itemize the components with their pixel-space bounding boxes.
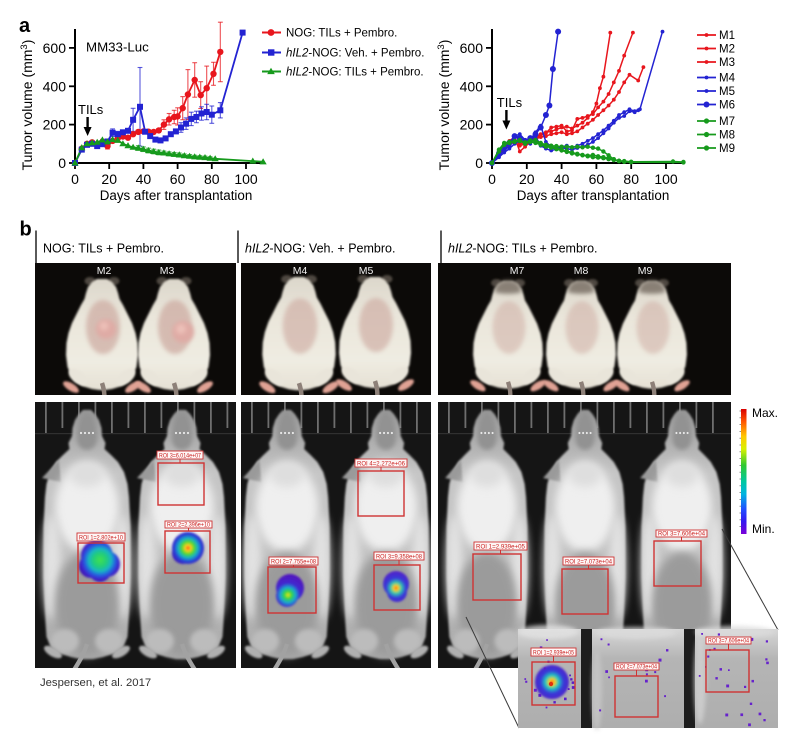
svg-text:0: 0	[475, 155, 483, 171]
svg-text:M2: M2	[97, 265, 112, 277]
svg-text:20: 20	[101, 171, 117, 187]
svg-text:hIL2-NOG: Veh. + Pembro.: hIL2-NOG: Veh. + Pembro.	[245, 242, 395, 256]
svg-text:40: 40	[136, 171, 152, 187]
svg-text:0: 0	[71, 171, 79, 187]
svg-text:MM33-Luc: MM33-Luc	[86, 40, 149, 55]
svg-text:ROI 2=2.396e+10: ROI 2=2.396e+10	[167, 523, 211, 529]
svg-text:0: 0	[58, 155, 66, 171]
svg-text:ROI 3=7.606e+04: ROI 3=7.606e+04	[658, 532, 706, 538]
svg-text:M5: M5	[359, 265, 374, 277]
svg-text:600: 600	[460, 40, 484, 56]
svg-text:Tumor volume (mm3): Tumor volume (mm3)	[436, 40, 452, 171]
svg-text:80: 80	[204, 171, 220, 187]
svg-text:hIL2-NOG: TILs + Pembro.: hIL2-NOG: TILs + Pembro.	[286, 67, 424, 79]
svg-text:400: 400	[460, 78, 484, 94]
svg-text:Days after transplantation: Days after transplantation	[517, 188, 670, 203]
svg-text:M5: M5	[719, 86, 735, 98]
svg-text:M7: M7	[510, 265, 525, 277]
svg-text:100: 100	[654, 171, 678, 187]
svg-text:ROI 2=7.073e+04: ROI 2=7.073e+04	[616, 665, 658, 671]
svg-text:ROI 1=2.939e+05: ROI 1=2.939e+05	[476, 545, 526, 551]
svg-text:0: 0	[488, 171, 496, 187]
svg-text:Tumor volume (mm3): Tumor volume (mm3)	[19, 40, 35, 171]
svg-text:M1: M1	[719, 30, 735, 42]
svg-text:M9: M9	[638, 265, 653, 277]
svg-text:200: 200	[43, 117, 67, 133]
svg-text:Jespersen, et al. 2017: Jespersen, et al. 2017	[40, 677, 151, 689]
svg-text:M8: M8	[719, 130, 735, 142]
svg-text:TILs: TILs	[78, 102, 104, 117]
svg-text:b: b	[20, 220, 32, 241]
svg-text:ROI 2=7.073e+04: ROI 2=7.073e+04	[565, 560, 613, 566]
svg-text:100: 100	[234, 171, 258, 187]
svg-text:Days after transplantation: Days after transplantation	[100, 188, 253, 203]
svg-text:M9: M9	[719, 143, 735, 155]
svg-text:M4: M4	[719, 73, 736, 85]
svg-text:ROI 1=2.939e+05: ROI 1=2.939e+05	[533, 651, 575, 657]
svg-text:M7: M7	[719, 116, 735, 128]
svg-text:M8: M8	[574, 265, 589, 277]
svg-text:ROI 3=6.014e+07: ROI 3=6.014e+07	[159, 454, 202, 460]
svg-text:600: 600	[43, 40, 67, 56]
svg-text:a: a	[19, 15, 31, 37]
svg-text:Min.: Min.	[752, 522, 775, 536]
svg-text:M6: M6	[719, 100, 735, 112]
svg-text:NOG: TILs + Pembro.: NOG: TILs + Pembro.	[286, 28, 397, 40]
svg-text:200: 200	[460, 117, 484, 133]
svg-text:ROI 2=7.755e+08: ROI 2=7.755e+08	[271, 560, 317, 566]
svg-text:NOG: TILs + Pembro.: NOG: TILs + Pembro.	[43, 242, 164, 256]
svg-text:ROI 4=2.272e+06: ROI 4=2.272e+06	[357, 462, 406, 468]
svg-text:TILs: TILs	[497, 95, 523, 110]
svg-text:400: 400	[43, 78, 67, 94]
svg-text:80: 80	[623, 171, 639, 187]
svg-text:M3: M3	[160, 265, 175, 277]
svg-text:ROI 1=2.802e+10: ROI 1=2.802e+10	[79, 536, 124, 542]
svg-text:Max.: Max.	[752, 406, 778, 420]
svg-text:M4: M4	[293, 265, 308, 277]
svg-text:hIL2-NOG: Veh. + Pembro.: hIL2-NOG: Veh. + Pembro.	[286, 48, 424, 60]
svg-text:ROI 3=9.358e+08: ROI 3=9.358e+08	[376, 555, 423, 561]
svg-text:M2: M2	[719, 44, 735, 56]
svg-text:20: 20	[519, 171, 535, 187]
svg-text:hIL2-NOG: TILs + Pembro.: hIL2-NOG: TILs + Pembro.	[448, 242, 598, 256]
svg-text:M3: M3	[719, 57, 735, 69]
svg-text:40: 40	[554, 171, 570, 187]
svg-text:ROI 3=7.606e+04: ROI 3=7.606e+04	[708, 639, 750, 645]
svg-text:60: 60	[589, 171, 605, 187]
svg-text:60: 60	[170, 171, 186, 187]
